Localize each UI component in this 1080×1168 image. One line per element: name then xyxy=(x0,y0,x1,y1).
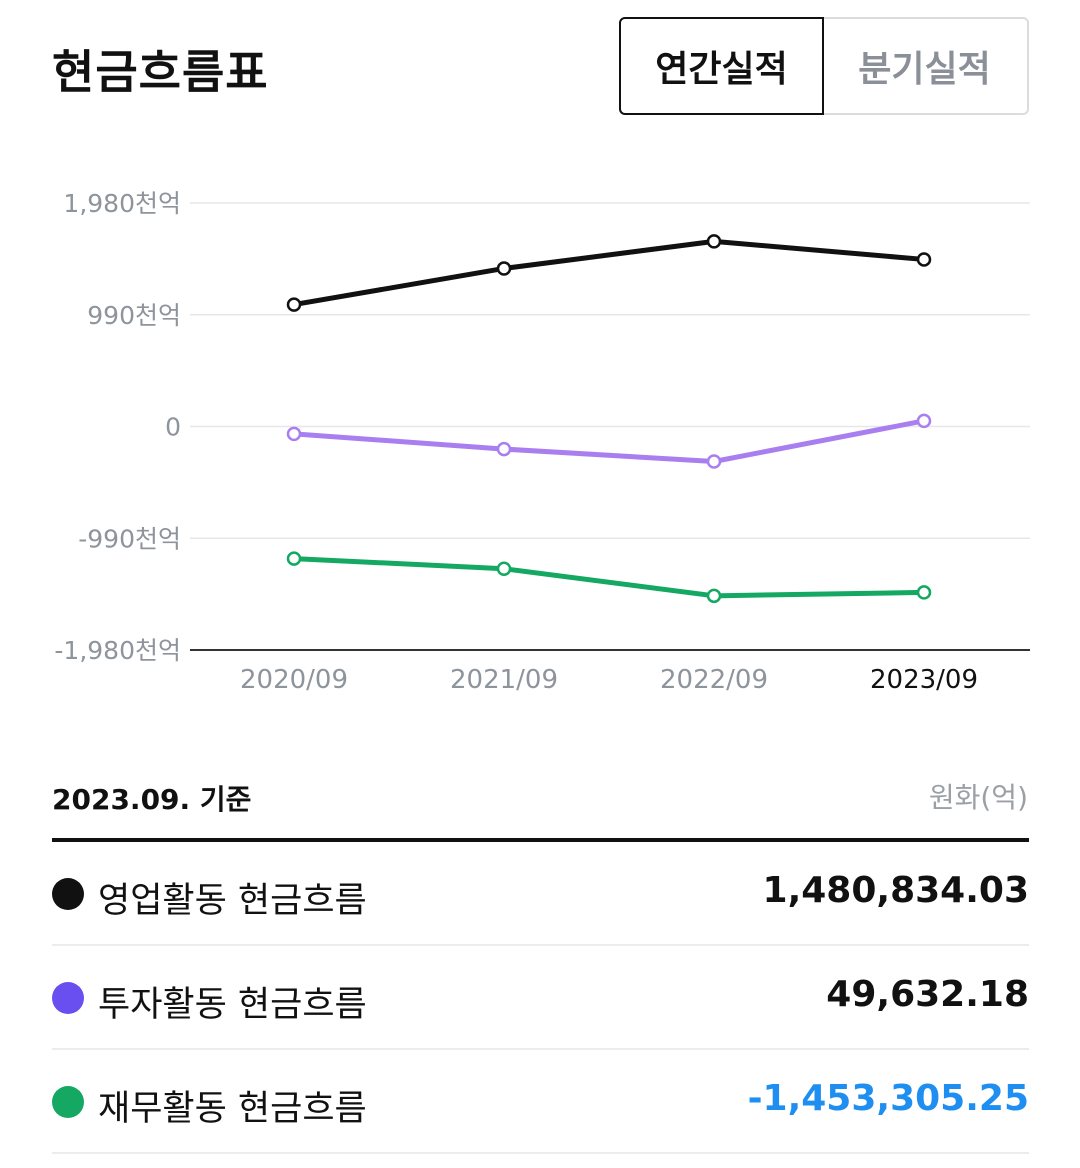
data-point xyxy=(496,441,512,457)
summary-row-label: 투자활동 현금흐름 xyxy=(98,985,367,1025)
summary-row-value: 49,632.18 xyxy=(826,974,1029,1015)
summary-row-value: -1,453,305.25 xyxy=(747,1078,1029,1119)
data-point xyxy=(286,297,302,312)
summary-divider xyxy=(52,838,1029,842)
period-toggle: 연간실적 분기실적 xyxy=(619,17,1029,115)
summary-row-label: 재무활동 현금흐름 xyxy=(98,1089,367,1129)
summary-row-investing: 투자활동 현금흐름 49,632.18 xyxy=(52,946,1029,1050)
series-dot-operating xyxy=(52,878,84,910)
y-tick-label: -990천억 xyxy=(78,524,181,553)
basis-date: 2023.09. 기준 xyxy=(52,783,252,816)
data-point xyxy=(496,561,512,576)
series-line xyxy=(291,418,927,464)
cash-flow-chart: 1,980천억 990천억 0 -990천억 -1,980천억 2020/09 2021/0… xyxy=(54,189,1030,695)
y-tick-label: 1,980천억 xyxy=(63,189,181,218)
data-point xyxy=(706,588,722,604)
x-tick-label: 2021/09 xyxy=(450,665,558,695)
data-point xyxy=(706,234,722,249)
data-point xyxy=(706,454,722,469)
x-tick-label: 2022/09 xyxy=(660,665,768,695)
data-point xyxy=(496,261,512,276)
series-line xyxy=(291,556,927,599)
y-tick-label: 990천억 xyxy=(87,301,181,330)
summary-row-operating: 영업활동 현금흐름 1,480,834.03 xyxy=(52,842,1029,946)
summary-row-label: 영업활동 현금흐름 xyxy=(98,881,367,921)
data-point xyxy=(916,413,932,429)
x-tick-label: 2023/09 xyxy=(870,665,978,695)
series-dot-financing xyxy=(52,1086,84,1118)
data-point xyxy=(916,585,932,600)
tab-quarterly[interactable]: 분기실적 xyxy=(822,17,1029,115)
series-dot-investing xyxy=(52,982,84,1014)
x-tick-label: 2020/09 xyxy=(240,665,348,695)
page-title: 현금흐름표 xyxy=(52,45,269,99)
y-tick-label: -1,980천억 xyxy=(54,636,181,665)
y-tick-label: 0 xyxy=(165,413,181,442)
summary-row-financing: 재무활동 현금흐름 -1,453,305.25 xyxy=(52,1050,1029,1154)
summary-row-value: 1,480,834.03 xyxy=(762,870,1029,911)
data-point xyxy=(286,551,302,566)
currency-unit: 원화(억) xyxy=(928,781,1028,814)
data-point xyxy=(916,252,932,267)
data-point xyxy=(286,426,302,442)
series-line xyxy=(291,238,927,308)
tab-annual[interactable]: 연간실적 xyxy=(619,17,824,115)
